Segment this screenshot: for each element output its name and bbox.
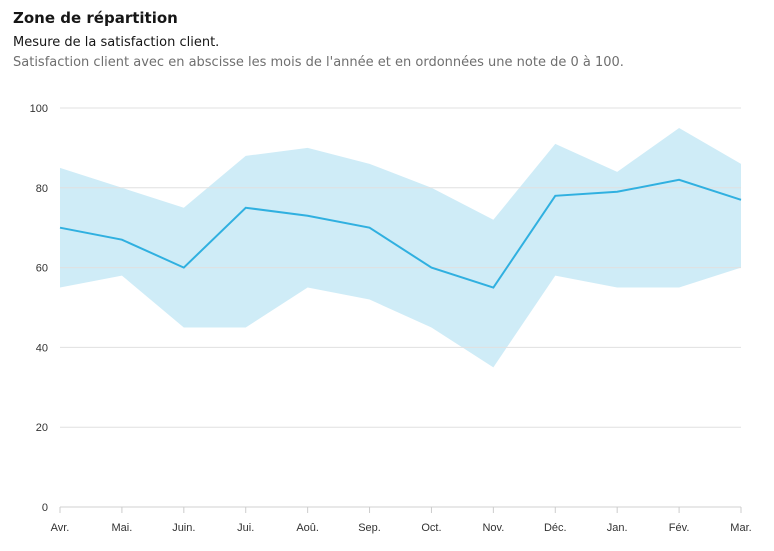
x-tick-label: Oct. (421, 522, 441, 534)
y-tick-label: 40 (36, 342, 48, 354)
y-tick-label: 0 (42, 502, 48, 514)
x-tick-label: Juin. (172, 522, 195, 534)
x-tick-label: Mar. (730, 522, 751, 534)
x-tick-label: Déc. (544, 522, 567, 534)
y-tick-label: 20 (36, 422, 48, 434)
chart-description: Satisfaction client avec en abscisse les… (13, 55, 624, 70)
y-tick-label: 80 (36, 183, 48, 195)
x-tick-label: Avr. (51, 522, 70, 534)
x-tick-label: Aoû. (296, 522, 319, 534)
x-tick-label: Nov. (482, 522, 504, 534)
x-tick-label: Fév. (669, 522, 690, 534)
series-line (59, 178, 742, 289)
chart-title: Zone de répartition (13, 9, 178, 27)
chart-subtitle: Mesure de la satisfaction client. (13, 35, 220, 50)
x-tick-label: Sep. (358, 522, 381, 534)
x-tick-label: Jan. (607, 522, 628, 534)
y-tick-label: 60 (36, 263, 48, 275)
y-tick-label: 100 (30, 103, 48, 115)
x-tick-label: Mai. (112, 522, 133, 534)
x-tick-label: Jui. (237, 522, 254, 534)
